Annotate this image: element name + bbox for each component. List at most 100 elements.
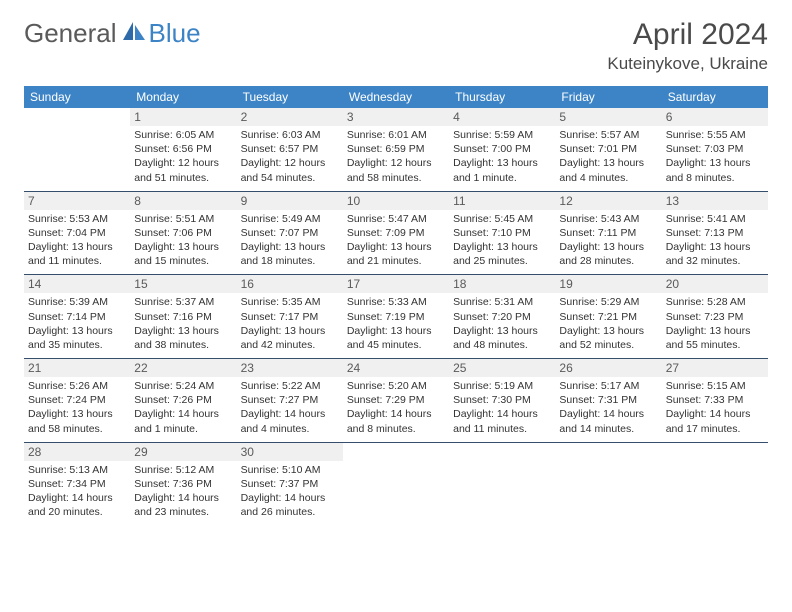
day-number: 19 (555, 275, 661, 293)
logo-sail-icon (121, 20, 147, 47)
day-number: 26 (555, 359, 661, 377)
day-number: 6 (662, 108, 768, 126)
calendar-cell: 17 Sunrise: 5:33 AMSunset: 7:19 PMDayligh… (343, 275, 449, 359)
day-number: 7 (24, 192, 130, 210)
day-info: Sunrise: 5:49 AMSunset: 7:07 PMDaylight:… (241, 212, 339, 269)
day-info: Sunrise: 5:31 AMSunset: 7:20 PMDaylight:… (453, 295, 551, 352)
day-info: Sunrise: 5:15 AMSunset: 7:33 PMDaylight:… (666, 379, 764, 436)
logo-text-blue: Blue (149, 18, 201, 49)
dayheader-tuesday: Tuesday (237, 86, 343, 108)
calendar-cell: 12 Sunrise: 5:43 AMSunset: 7:11 PMDayligh… (555, 191, 661, 275)
calendar-cell: . (662, 442, 768, 525)
day-info: Sunrise: 5:12 AMSunset: 7:36 PMDaylight:… (134, 463, 232, 520)
day-number: 3 (343, 108, 449, 126)
calendar-table: Sunday Monday Tuesday Wednesday Thursday… (24, 86, 768, 525)
calendar-cell: 25Sunrise: 5:19 AMSunset: 7:30 PMDayligh… (449, 359, 555, 443)
calendar-cell: 6 Sunrise: 5:55 AMSunset: 7:03 PMDaylight… (662, 108, 768, 191)
day-info: Sunrise: 5:20 AMSunset: 7:29 PMDaylight:… (347, 379, 445, 436)
day-info: Sunrise: 5:24 AMSunset: 7:26 PMDaylight:… (134, 379, 232, 436)
dayheader-thursday: Thursday (449, 86, 555, 108)
location: Kuteinykove, Ukraine (607, 54, 768, 74)
day-info: Sunrise: 5:13 AMSunset: 7:34 PMDaylight:… (28, 463, 126, 520)
calendar-cell: . (24, 108, 130, 191)
calendar-cell: 14Sunrise: 5:39 AMSunset: 7:14 PMDayligh… (24, 275, 130, 359)
day-info: Sunrise: 5:17 AMSunset: 7:31 PMDaylight:… (559, 379, 657, 436)
logo: General Blue (24, 18, 201, 49)
day-number: 24 (343, 359, 449, 377)
day-number: 1 (130, 108, 236, 126)
calendar-cell: 13Sunrise: 5:41 AMSunset: 7:13 PMDayligh… (662, 191, 768, 275)
calendar-cell: 22 Sunrise: 5:24 AMSunset: 7:26 PMDayligh… (130, 359, 236, 443)
logo-text-general: General (24, 18, 117, 49)
day-number: 9 (237, 192, 343, 210)
day-info: Sunrise: 5:33 AMSunset: 7:19 PMDaylight:… (347, 295, 445, 352)
day-info: Sunrise: 5:53 AMSunset: 7:04 PMDaylight:… (28, 212, 126, 269)
calendar-body: .1Sunrise: 6:05 AMSunset: 6:56 PMDayligh… (24, 108, 768, 525)
calendar-cell: . (555, 442, 661, 525)
calendar-cell: 23Sunrise: 5:22 AMSunset: 7:27 PMDayligh… (237, 359, 343, 443)
calendar-cell: 8Sunrise: 5:51 AMSunset: 7:06 PMDaylight… (130, 191, 236, 275)
calendar-cell: 21 Sunrise: 5:26 AMSunset: 7:24 PMDayligh… (24, 359, 130, 443)
day-number: 11 (449, 192, 555, 210)
day-number: 30 (237, 443, 343, 461)
calendar-week-row: 7 Sunrise: 5:53 AMSunset: 7:04 PMDaylight… (24, 191, 768, 275)
calendar-cell: 24 Sunrise: 5:20 AMSunset: 7:29 PMDayligh… (343, 359, 449, 443)
day-number: 23 (237, 359, 343, 377)
title-block: April 2024 Kuteinykove, Ukraine (607, 18, 768, 74)
calendar-cell: . (343, 442, 449, 525)
calendar-cell: 1 Sunrise: 6:05 AMSunset: 6:56 PMDaylight… (130, 108, 236, 191)
day-number: 12 (555, 192, 661, 210)
day-info: Sunrise: 5:47 AMSunset: 7:09 PMDaylight:… (347, 212, 445, 269)
day-info: Sunrise: 5:59 AMSunset: 7:00 PMDaylight:… (453, 128, 551, 185)
calendar-cell: . (449, 442, 555, 525)
calendar-cell: 4 Sunrise: 5:59 AMSunset: 7:00 PMDaylight… (449, 108, 555, 191)
day-number: 22 (130, 359, 236, 377)
day-info: Sunrise: 6:05 AMSunset: 6:56 PMDaylight:… (134, 128, 232, 185)
day-info: Sunrise: 5:37 AMSunset: 7:16 PMDaylight:… (134, 295, 232, 352)
day-info: Sunrise: 5:45 AMSunset: 7:10 PMDaylight:… (453, 212, 551, 269)
day-info: Sunrise: 5:57 AMSunset: 7:01 PMDaylight:… (559, 128, 657, 185)
day-number: 2 (237, 108, 343, 126)
day-number: 5 (555, 108, 661, 126)
day-info: Sunrise: 5:43 AMSunset: 7:11 PMDaylight:… (559, 212, 657, 269)
day-number: 15 (130, 275, 236, 293)
day-number: 25 (449, 359, 555, 377)
day-info: Sunrise: 5:55 AMSunset: 7:03 PMDaylight:… (666, 128, 764, 185)
day-info: Sunrise: 6:01 AMSunset: 6:59 PMDaylight:… (347, 128, 445, 185)
calendar-cell: 28Sunrise: 5:13 AMSunset: 7:34 PMDayligh… (24, 442, 130, 525)
calendar-cell: 16 Sunrise: 5:35 AMSunset: 7:17 PMDayligh… (237, 275, 343, 359)
calendar-cell: 10Sunrise: 5:47 AMSunset: 7:09 PMDayligh… (343, 191, 449, 275)
calendar-week-row: .1 Sunrise: 6:05 AMSunset: 6:56 PMDayligh… (24, 108, 768, 191)
day-info: Sunrise: 5:10 AMSunset: 7:37 PMDaylight:… (241, 463, 339, 520)
day-info: Sunrise: 5:35 AMSunset: 7:17 PMDaylight:… (241, 295, 339, 352)
day-number: 4 (449, 108, 555, 126)
page-header: General Blue April 2024 Kuteinykove, Ukr… (24, 18, 768, 74)
calendar-cell: 29 Sunrise: 5:12 AMSunset: 7:36 PMDayligh… (130, 442, 236, 525)
day-info: Sunrise: 5:29 AMSunset: 7:21 PMDaylight:… (559, 295, 657, 352)
day-number: 18 (449, 275, 555, 293)
calendar-cell: 11 Sunrise: 5:45 AMSunset: 7:10 PMDayligh… (449, 191, 555, 275)
calendar-week-row: 14Sunrise: 5:39 AMSunset: 7:14 PMDayligh… (24, 275, 768, 359)
dayheader-monday: Monday (130, 86, 236, 108)
day-info: Sunrise: 5:26 AMSunset: 7:24 PMDaylight:… (28, 379, 126, 436)
day-number: 21 (24, 359, 130, 377)
calendar-cell: 26 Sunrise: 5:17 AMSunset: 7:31 PMDayligh… (555, 359, 661, 443)
day-number: 29 (130, 443, 236, 461)
month-title: April 2024 (607, 18, 768, 52)
calendar-week-row: 28Sunrise: 5:13 AMSunset: 7:34 PMDayligh… (24, 442, 768, 525)
calendar-cell: 20Sunrise: 5:28 AMSunset: 7:23 PMDayligh… (662, 275, 768, 359)
dayheader-wednesday: Wednesday (343, 86, 449, 108)
calendar-cell: 30 Sunrise: 5:10 AMSunset: 7:37 PMDayligh… (237, 442, 343, 525)
dayheader-sunday: Sunday (24, 86, 130, 108)
day-number: 16 (237, 275, 343, 293)
day-number: 27 (662, 359, 768, 377)
day-info: Sunrise: 5:28 AMSunset: 7:23 PMDaylight:… (666, 295, 764, 352)
calendar-cell: 15 Sunrise: 5:37 AMSunset: 7:16 PMDayligh… (130, 275, 236, 359)
calendar-cell: 27 Sunrise: 5:15 AMSunset: 7:33 PMDayligh… (662, 359, 768, 443)
day-number: 8 (130, 192, 236, 210)
calendar-cell: 19 Sunrise: 5:29 AMSunset: 7:21 PMDayligh… (555, 275, 661, 359)
calendar-week-row: 21 Sunrise: 5:26 AMSunset: 7:24 PMDayligh… (24, 359, 768, 443)
day-number: 17 (343, 275, 449, 293)
day-info: Sunrise: 6:03 AMSunset: 6:57 PMDaylight:… (241, 128, 339, 185)
calendar-cell: 5 Sunrise: 5:57 AMSunset: 7:01 PMDaylight… (555, 108, 661, 191)
